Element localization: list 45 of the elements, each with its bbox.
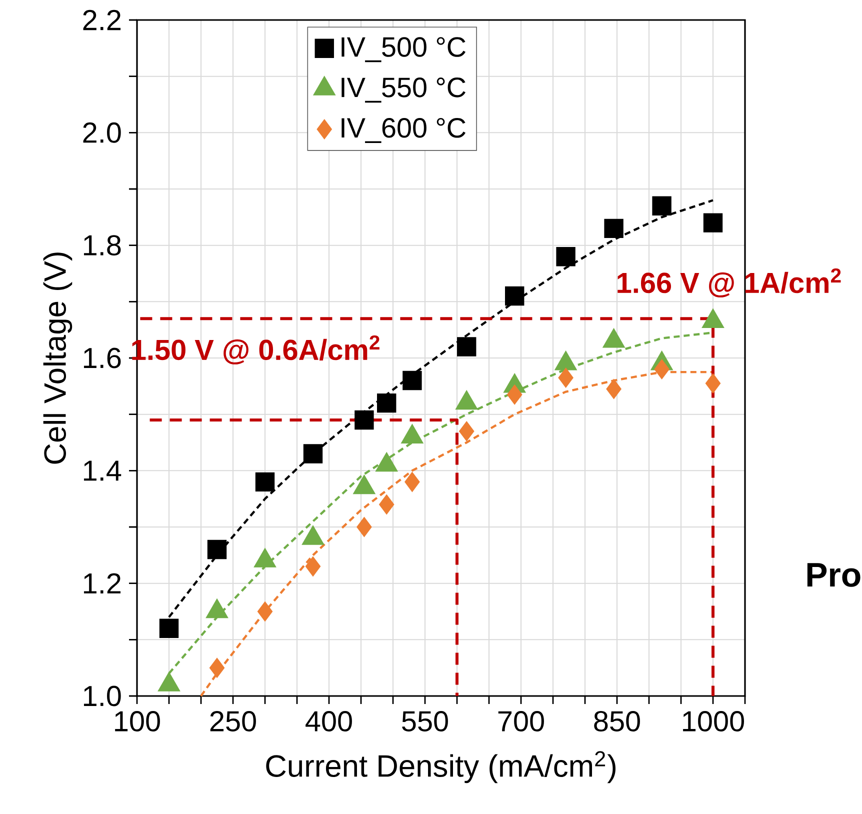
point: [404, 472, 420, 492]
point: [705, 373, 721, 394]
point: [209, 658, 225, 678]
point: [356, 517, 372, 537]
point: [604, 218, 624, 238]
x-tick-label: 700: [498, 711, 544, 732]
point: [703, 213, 723, 232]
point: [457, 337, 476, 356]
x-tick-label: 100: [115, 711, 160, 732]
x-tick-label: 250: [210, 711, 256, 732]
point: [606, 378, 622, 399]
y-tick-label: 2.2: [83, 10, 121, 30]
point: [207, 540, 227, 560]
y-tick-label: 1.8: [84, 235, 121, 256]
x-tick-label: 850: [594, 711, 640, 732]
point: [305, 556, 321, 576]
y-tick-label: 1.2: [84, 573, 121, 594]
point: [556, 246, 576, 266]
y-tick-label: 1.4: [84, 460, 122, 481]
point: [255, 472, 275, 492]
y-tick-label: 1.6: [84, 348, 121, 368]
point: [257, 602, 273, 622]
point: [459, 421, 474, 442]
x-tick-label: 1000: [683, 711, 744, 732]
x-tick-label: 550: [402, 711, 448, 732]
y-axis-title: Cell Voltage (V): [43, 252, 72, 464]
legend-label: IV_600 °C: [342, 118, 466, 144]
legend-label: IV_500 °C: [342, 37, 466, 62]
point: [654, 359, 670, 380]
x-tick-label: 400: [306, 711, 352, 732]
point: [159, 618, 179, 638]
point: [303, 444, 323, 464]
y-tick-label: 2.0: [83, 122, 121, 143]
point: [379, 494, 394, 514]
text: Pro: [807, 563, 860, 587]
point: [505, 286, 524, 306]
point: [558, 368, 574, 388]
point: [652, 196, 672, 216]
x-axis-title: Current Density (mA/cm$^{2}$): [266, 751, 616, 784]
point: [507, 384, 522, 405]
legend-label: IV_550 °C: [342, 78, 466, 103]
point: [354, 410, 374, 430]
point: [377, 393, 396, 413]
point: [402, 370, 422, 390]
y-tick-label: 1.0: [84, 686, 121, 706]
